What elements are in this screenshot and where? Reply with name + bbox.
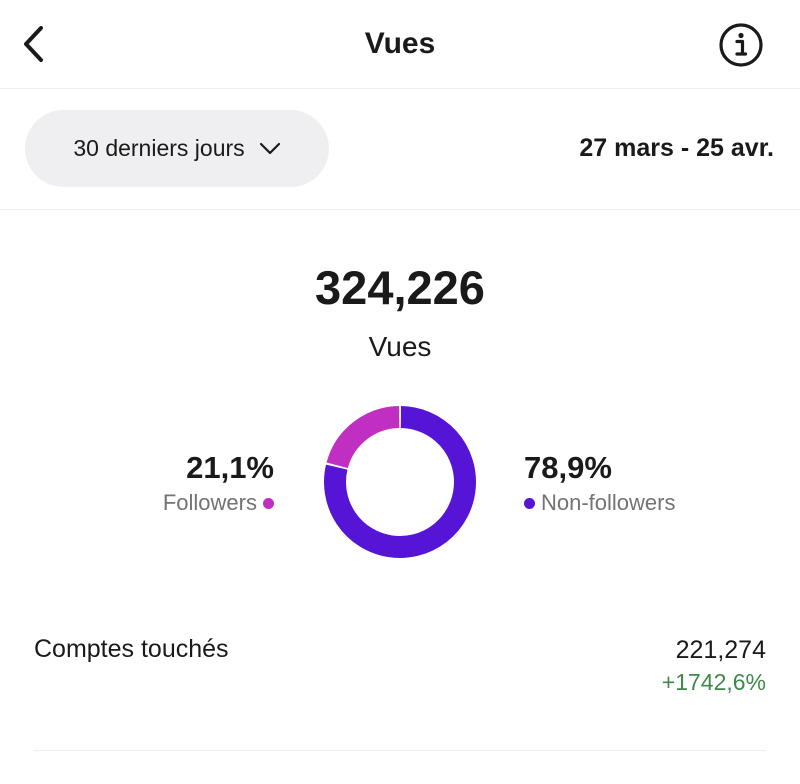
followers-legend: 21,1% Followers — [163, 448, 274, 518]
page-title: Vues — [364, 27, 436, 60]
date-range-text: 27 mars - 25 avr. — [579, 134, 774, 162]
date-range-dropdown-label: 30 derniers jours — [73, 135, 245, 161]
views-donut-chart — [324, 406, 476, 558]
back-button[interactable] — [10, 18, 58, 70]
metric-label: Comptes touchés — [34, 635, 229, 663]
followers-label-row: Followers — [163, 488, 274, 518]
total-views-value: 324,226 — [315, 261, 485, 314]
top-bar: Vues — [0, 0, 800, 89]
non-followers-label-row: Non-followers — [524, 488, 676, 518]
info-icon — [719, 23, 763, 67]
filter-bar: 30 derniers jours 27 mars - 25 avr. — [0, 89, 800, 210]
metric-change: +1742,6% — [661, 669, 766, 695]
non-followers-dot-icon — [524, 497, 535, 509]
metric-value: 221,274 — [675, 636, 766, 664]
non-followers-label: Non-followers — [541, 490, 676, 515]
date-range-dropdown[interactable]: 30 derniers jours — [25, 110, 329, 187]
info-button[interactable] — [716, 20, 766, 70]
followers-percent: 21,1% — [186, 450, 274, 485]
non-followers-percent: 78,9% — [524, 450, 612, 485]
donut-segment-followers — [326, 406, 400, 469]
metric-row-accounts-reached[interactable]: Comptes touchés 221,274 +1742,6% — [34, 626, 766, 751]
donut-segment-non-followers — [324, 406, 476, 558]
total-views-label: Vues — [368, 331, 432, 362]
followers-label: Followers — [162, 490, 257, 515]
non-followers-legend: 78,9% Non-followers — [524, 448, 676, 518]
followers-dot-icon — [263, 497, 274, 509]
chevron-down-icon — [259, 142, 280, 154]
chevron-left-icon — [24, 26, 43, 62]
